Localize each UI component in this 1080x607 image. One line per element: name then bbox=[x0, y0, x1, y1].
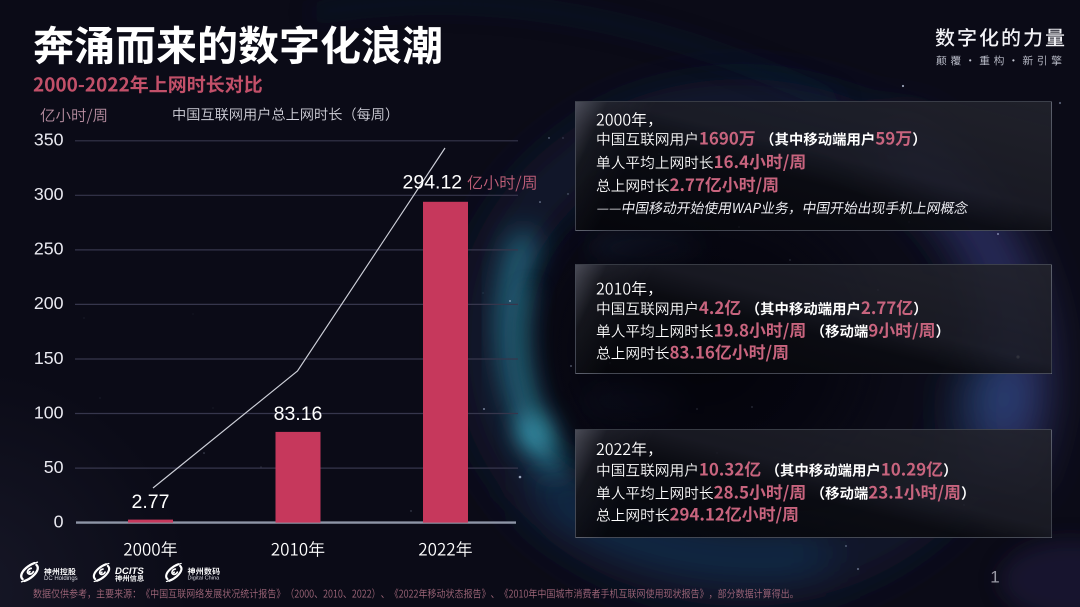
svg-text:350: 350 bbox=[34, 130, 64, 150]
svg-text:250: 250 bbox=[34, 239, 64, 259]
svg-text:200: 200 bbox=[34, 293, 64, 313]
svg-text:294.12: 294.12 bbox=[403, 172, 463, 194]
svg-text:150: 150 bbox=[34, 348, 64, 368]
svg-text:Digital China: Digital China bbox=[188, 576, 221, 582]
svg-text:0: 0 bbox=[54, 511, 64, 531]
svg-text:50: 50 bbox=[44, 457, 64, 477]
svg-text:100: 100 bbox=[34, 402, 64, 422]
svg-text:DCITS: DCITS bbox=[115, 566, 144, 577]
svg-text:1: 1 bbox=[990, 568, 999, 587]
svg-text:2.77: 2.77 bbox=[132, 491, 170, 513]
svg-text:300: 300 bbox=[34, 184, 64, 204]
svg-text:83.16: 83.16 bbox=[274, 403, 323, 425]
svg-text:DC Holdings: DC Holdings bbox=[44, 576, 78, 582]
